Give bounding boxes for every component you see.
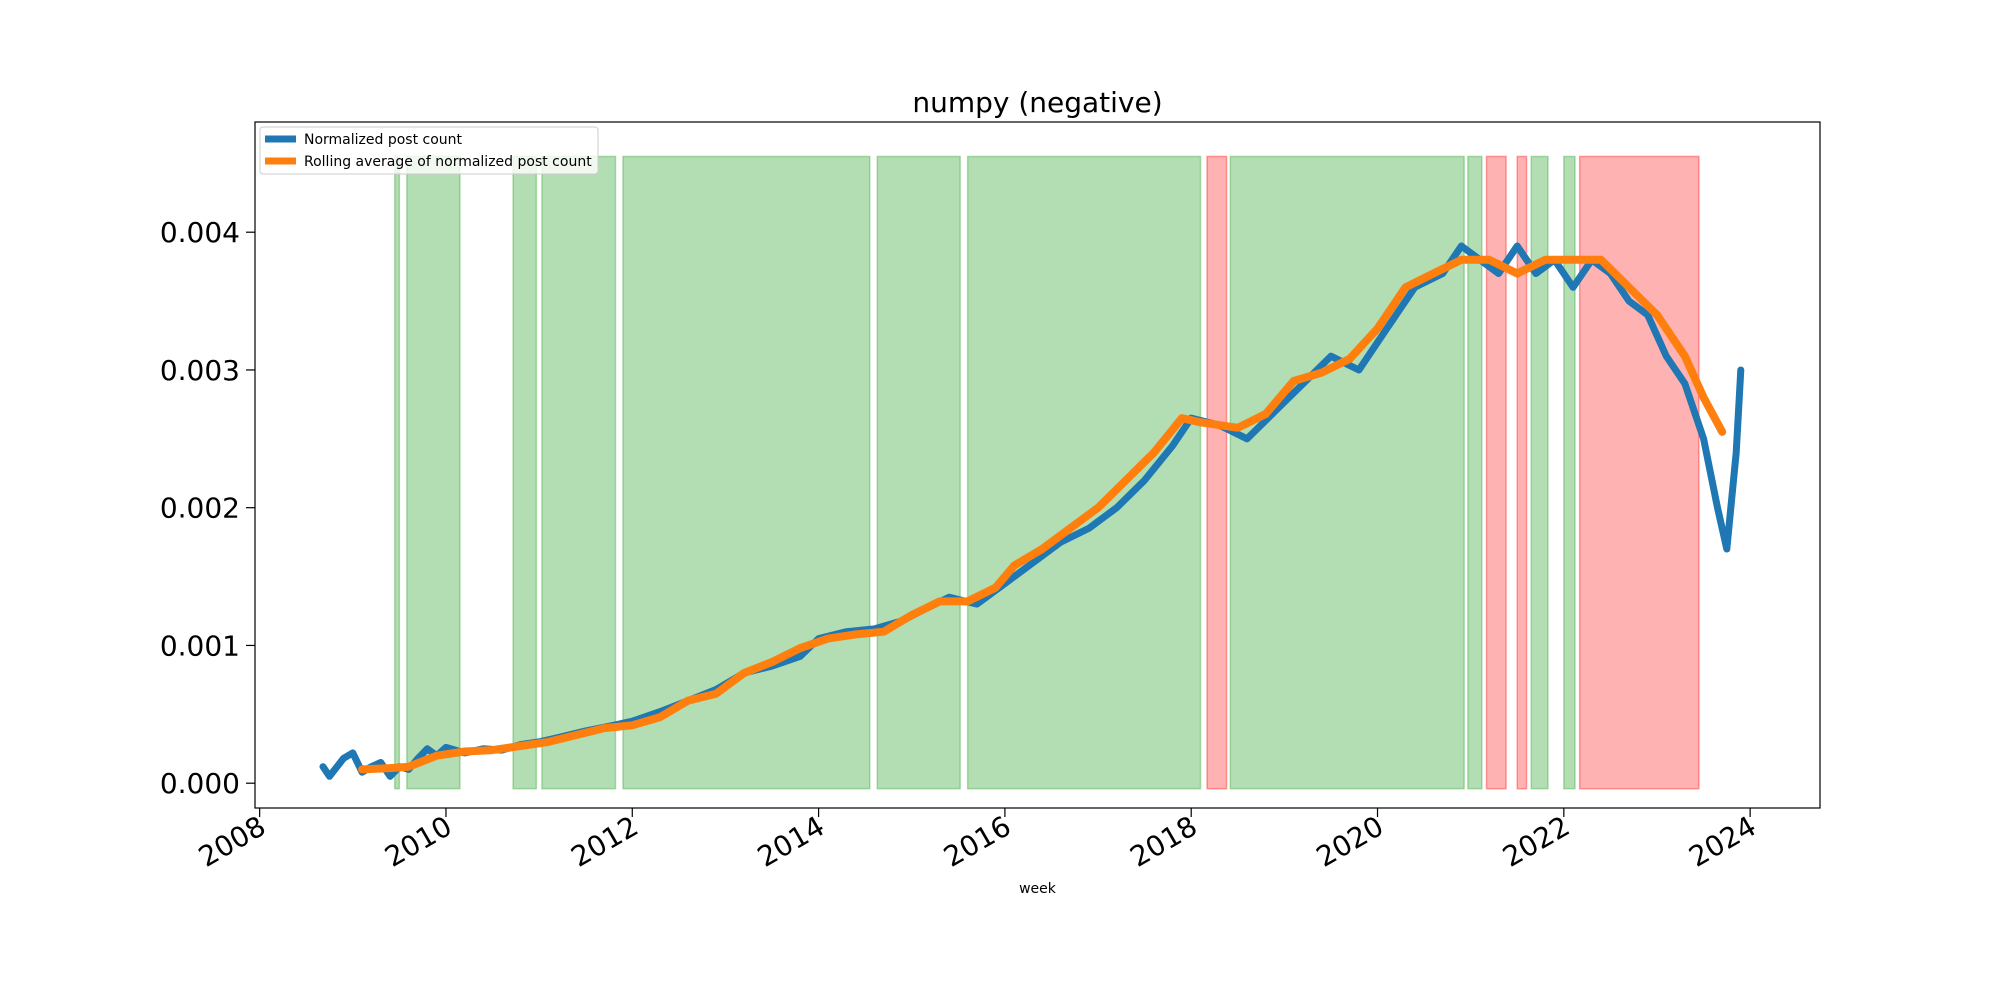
shaded-region	[1516, 155, 1528, 790]
shaded-region	[512, 155, 538, 790]
shaded-region	[541, 155, 617, 790]
shaded-region	[1467, 155, 1483, 790]
shaded-region	[1530, 155, 1549, 790]
y-tick-label: 0.000	[160, 767, 240, 800]
legend: Normalized post count Rolling average of …	[259, 126, 599, 175]
legend-box	[259, 126, 599, 175]
y-tick-label: 0.003	[160, 354, 240, 387]
rolling-average-line	[358, 255, 1727, 774]
shaded-region	[1229, 155, 1465, 790]
shaded-region	[406, 155, 461, 790]
shaded-region	[393, 155, 401, 790]
y-tick-label: 0.002	[160, 492, 240, 525]
shaded-region	[1206, 155, 1228, 790]
shaded-region	[1578, 155, 1700, 790]
plot-frame	[254, 121, 1821, 809]
shaded-region	[876, 155, 961, 790]
shaded-region	[1485, 155, 1507, 790]
legend-label: Normalized post count	[304, 132, 463, 148]
legend-label: Rolling average of normalized post count	[304, 154, 592, 170]
y-tick-label: 0.001	[160, 629, 240, 662]
shaded-region	[1563, 155, 1576, 790]
y-axis: 0.000 0.001 0.002 0.003 0.004	[160, 216, 255, 800]
shaded-region	[622, 155, 871, 790]
shaded-regions	[393, 155, 1700, 790]
chart-title: numpy (negative)	[912, 86, 1162, 119]
x-axis-label: week	[1019, 881, 1057, 897]
shaded-region	[966, 155, 1202, 790]
series-lines	[319, 242, 1745, 780]
y-tick-label: 0.004	[160, 216, 240, 249]
